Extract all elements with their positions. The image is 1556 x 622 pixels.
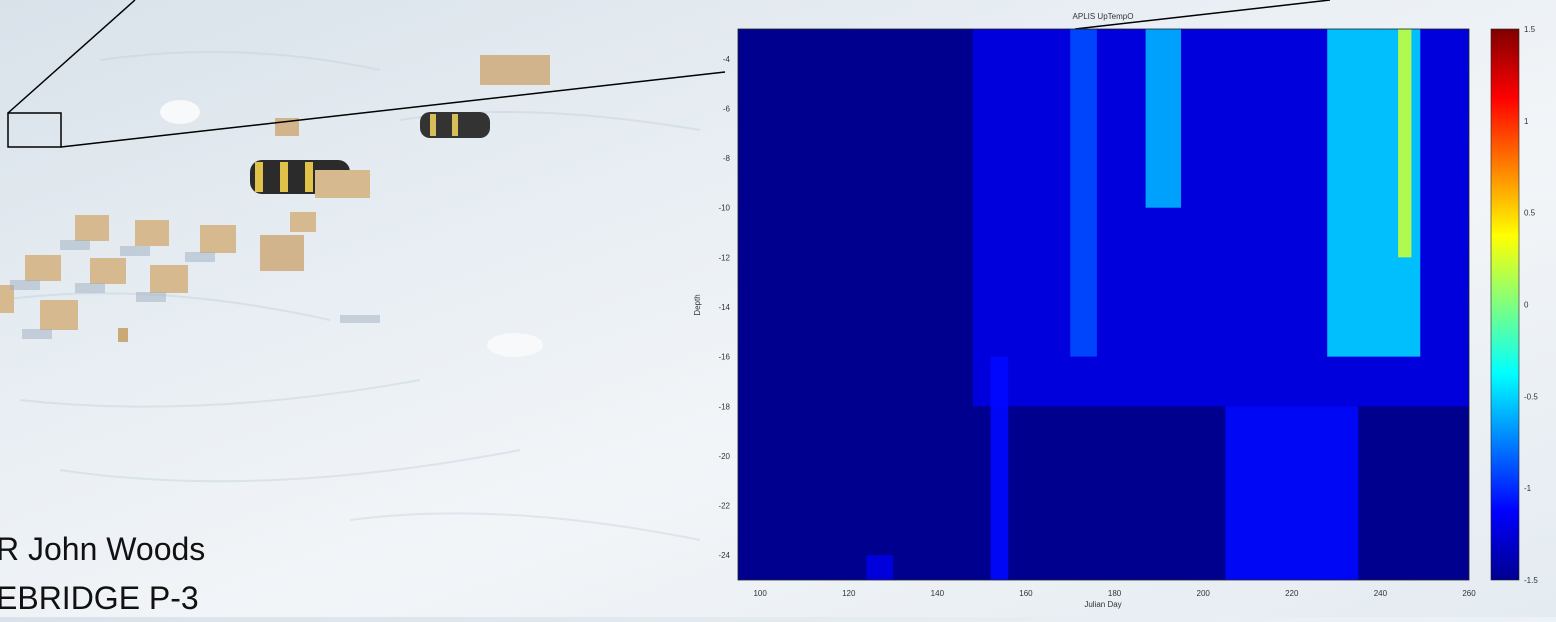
heatmap-cell: [990, 356, 1009, 580]
colorbar-tick-label: 1: [1524, 117, 1529, 126]
colorbar-tick-label: -1: [1524, 484, 1532, 493]
y-tick-label: -24: [718, 551, 730, 560]
x-tick-label: 240: [1374, 589, 1388, 598]
colorbar-tick-label: -0.5: [1524, 392, 1538, 401]
y-tick-label: -4: [723, 55, 731, 64]
y-tick-label: -16: [718, 353, 730, 362]
x-tick-label: 160: [1019, 589, 1033, 598]
x-tick-label: 120: [842, 589, 856, 598]
y-axis-label: Depth: [693, 294, 702, 315]
camp-huts: [0, 55, 550, 357]
colorbar: [1490, 28, 1520, 581]
colorbar-tick-label: -1.5: [1524, 576, 1538, 585]
colorbar-tick-label: 0: [1524, 301, 1529, 310]
chart-title: APLIS UpTempO: [1073, 12, 1134, 21]
y-tick-label: -10: [718, 204, 730, 213]
y-tick-label: -22: [718, 502, 730, 511]
y-tick-label: -14: [718, 303, 730, 312]
colorbar-tick-label: 1.5: [1524, 25, 1536, 34]
heatmap-cell: [1145, 29, 1182, 208]
y-tick-label: -20: [718, 452, 730, 461]
plot-frame: [737, 28, 1470, 581]
x-tick-label: 140: [931, 589, 945, 598]
callout-lines: [7, 0, 1331, 148]
heatmap-cells: [866, 29, 1469, 580]
x-tick-label: 220: [1285, 589, 1299, 598]
caption-line-2: EBRIDGE P-3: [0, 580, 199, 616]
x-tick-label: 180: [1108, 589, 1122, 598]
y-axis-ticks: -4 -6 -8 -10 -12 -14 -16 -18 -20 -22 -24: [718, 55, 730, 560]
x-tick-label: 100: [753, 589, 767, 598]
x-tick-label: 200: [1197, 589, 1211, 598]
y-tick-label: -12: [718, 253, 730, 262]
caption-line-1: R John Woods: [0, 531, 206, 567]
x-axis-label: Julian Day: [1084, 600, 1121, 609]
colorbar-tick-label: 0.5: [1524, 209, 1536, 218]
y-tick-label: -18: [718, 402, 730, 411]
y-tick-label: -6: [723, 104, 731, 113]
heatmap-cell: [1398, 29, 1412, 258]
heatmap-cell: [1225, 406, 1359, 580]
heatmap-cell: [866, 555, 894, 580]
x-axis-ticks: 100 120 140 160 180 200 220 240 260: [753, 589, 1476, 598]
zoom-box: [7, 112, 62, 148]
heatmap-cell: [1070, 29, 1097, 357]
colorbar-ticks: 1.5 1 0.5 0 -0.5 -1 -1.5: [1524, 25, 1538, 585]
y-tick-label: -8: [723, 154, 731, 163]
x-tick-label: 260: [1462, 589, 1476, 598]
